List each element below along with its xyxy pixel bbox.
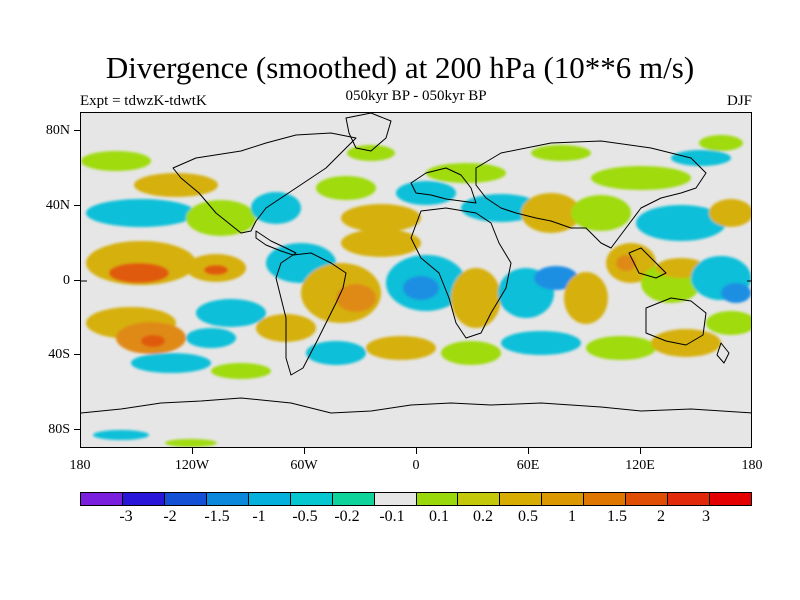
lat-label-40s: 40S xyxy=(48,347,70,362)
colorbar-swatch xyxy=(542,493,585,505)
colorbar-label: 3 xyxy=(702,508,710,525)
lon-label-60e: 60E xyxy=(516,458,540,473)
colorbar-label: 0.1 xyxy=(429,508,449,525)
colorbar-swatch xyxy=(626,493,669,505)
colorbar-label: 2 xyxy=(657,508,665,525)
colorbar-swatch xyxy=(206,493,249,505)
colorbar-label: -2 xyxy=(163,508,177,525)
colorbar-swatch xyxy=(332,493,375,505)
map-title: Divergence (smoothed) at 200 hPa (10**6 … xyxy=(105,50,695,85)
colorbar-label: -1.5 xyxy=(204,508,230,525)
lat-label-40n: 40N xyxy=(45,198,70,213)
colorbar-swatch xyxy=(584,493,627,505)
colorbar-label: 0.5 xyxy=(518,508,538,525)
colorbar-swatch xyxy=(710,493,751,505)
period-label: 050kyr BP - 050kyr BP xyxy=(345,88,487,104)
lon-label-120w: 120W xyxy=(174,458,210,473)
lat-label-0: 0 xyxy=(63,273,70,288)
colorbar-label: -3 xyxy=(119,508,133,525)
divergence-field xyxy=(81,113,751,447)
experiment-label: Expt = tdwzK-tdwtK xyxy=(80,93,207,109)
colorbar-label: -1 xyxy=(252,508,266,525)
season-label: DJF xyxy=(726,93,752,109)
colorbar-label: -0.5 xyxy=(292,508,318,525)
colorbar-label: -0.2 xyxy=(334,508,360,525)
coastlines xyxy=(81,113,751,414)
colorbar-swatch xyxy=(248,493,291,505)
colorbar-label: 1.5 xyxy=(607,508,627,525)
colorbar-swatch xyxy=(668,493,711,505)
colorbar-swatch xyxy=(81,493,123,505)
colorbar-swatch xyxy=(416,493,459,505)
colorbar-swatch xyxy=(122,493,165,505)
colorbar-swatch xyxy=(164,493,207,505)
colorbar-label: 0.2 xyxy=(473,508,493,525)
colorbar-label: 1 xyxy=(568,508,576,525)
lon-label-180e: 180 xyxy=(741,458,763,473)
colorbar-swatch xyxy=(290,493,333,505)
colorbar-swatch xyxy=(500,493,543,505)
lon-label-0: 0 xyxy=(412,458,420,473)
colorbar-swatch xyxy=(374,493,417,505)
lat-label-80n: 80N xyxy=(45,123,70,138)
colorbar xyxy=(80,492,752,506)
lon-label-120e: 120E xyxy=(625,458,655,473)
divergence-map xyxy=(80,112,752,448)
colorbar-swatch xyxy=(458,493,501,505)
lon-label-180w: 180 xyxy=(69,458,91,473)
colorbar-label: -0.1 xyxy=(379,508,405,525)
lat-label-80s: 80S xyxy=(48,422,70,437)
lon-label-60w: 60W xyxy=(290,458,318,473)
